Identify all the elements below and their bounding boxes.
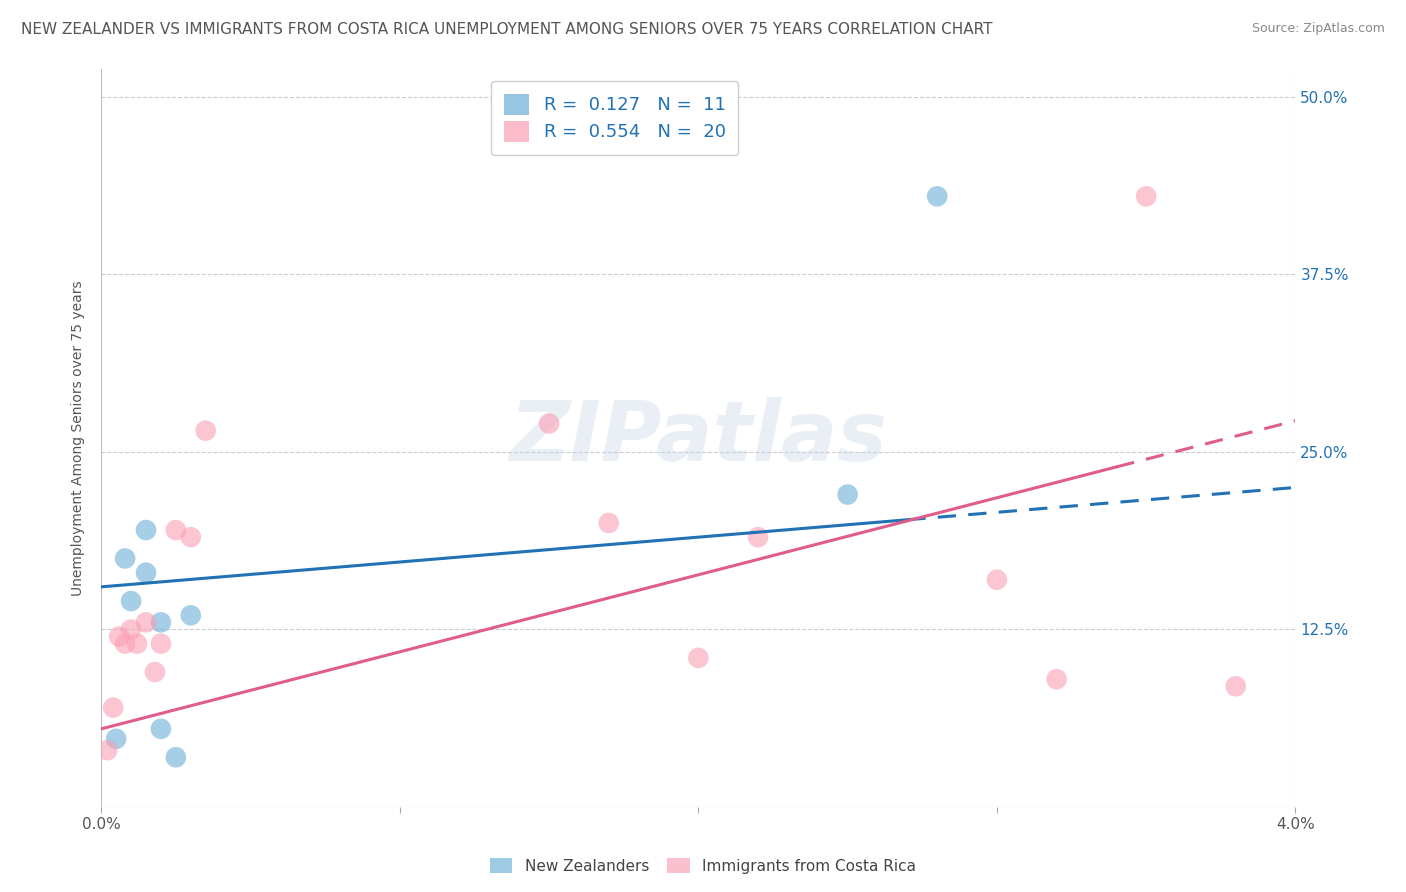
- Point: [1225, 679, 1247, 693]
- Point: [105, 731, 128, 746]
- Point: [96, 743, 118, 757]
- Point: [114, 551, 136, 566]
- Point: [120, 594, 142, 608]
- Point: [837, 487, 859, 501]
- Point: [598, 516, 620, 530]
- Point: [143, 665, 166, 679]
- Point: [194, 424, 217, 438]
- Point: [538, 417, 561, 431]
- Point: [165, 750, 187, 764]
- Text: NEW ZEALANDER VS IMMIGRANTS FROM COSTA RICA UNEMPLOYMENT AMONG SENIORS OVER 75 Y: NEW ZEALANDER VS IMMIGRANTS FROM COSTA R…: [21, 22, 993, 37]
- Point: [114, 637, 136, 651]
- Legend: R =  0.127   N =  11, R =  0.554   N =  20: R = 0.127 N = 11, R = 0.554 N = 20: [491, 81, 738, 154]
- Legend: New Zealanders, Immigrants from Costa Rica: New Zealanders, Immigrants from Costa Ri…: [484, 852, 922, 880]
- Point: [747, 530, 769, 544]
- Point: [180, 530, 202, 544]
- Point: [165, 523, 187, 537]
- Point: [927, 189, 949, 203]
- Point: [120, 623, 142, 637]
- Point: [1135, 189, 1157, 203]
- Text: Source: ZipAtlas.com: Source: ZipAtlas.com: [1251, 22, 1385, 36]
- Point: [1046, 672, 1069, 686]
- Point: [180, 608, 202, 623]
- Point: [149, 615, 172, 630]
- Point: [688, 651, 710, 665]
- Point: [135, 615, 157, 630]
- Point: [986, 573, 1008, 587]
- Y-axis label: Unemployment Among Seniors over 75 years: Unemployment Among Seniors over 75 years: [72, 280, 86, 596]
- Text: ZIPatlas: ZIPatlas: [509, 397, 887, 478]
- Point: [125, 637, 148, 651]
- Point: [135, 566, 157, 580]
- Point: [149, 722, 172, 736]
- Point: [108, 630, 131, 644]
- Point: [149, 637, 172, 651]
- Point: [135, 523, 157, 537]
- Point: [101, 700, 124, 714]
